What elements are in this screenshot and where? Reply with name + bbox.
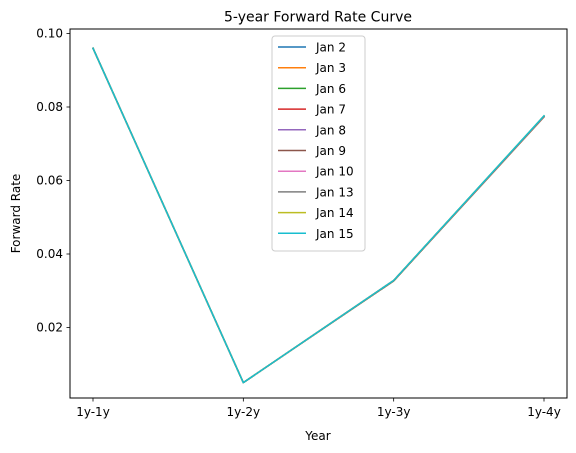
series-line-10 xyxy=(92,47,546,384)
series-layer xyxy=(92,47,546,384)
legend-label: Jan 15 xyxy=(315,227,354,241)
y-tick-label: 0.08 xyxy=(36,100,63,114)
plot-frame xyxy=(69,28,568,399)
y-tick-label: 0.02 xyxy=(36,321,63,335)
legend-label: Jan 6 xyxy=(315,82,346,96)
y-tick-label: 0.06 xyxy=(36,174,63,188)
legend-label: Jan 14 xyxy=(315,206,354,220)
x-tick-label: 1y-2y xyxy=(227,405,261,419)
legend-label: Jan 7 xyxy=(315,103,346,117)
chart-title: 5-year Forward Rate Curve xyxy=(224,10,412,26)
x-tick-label: 1y-4y xyxy=(527,405,561,419)
y-axis-label: Forward Rate xyxy=(9,174,23,254)
legend-label: Jan 9 xyxy=(315,144,346,158)
legend-box xyxy=(271,35,366,252)
x-tick-label: 1y-1y xyxy=(76,405,110,419)
legend: Jan 2 Jan 3 Jan 6 Jan 7 Jan 8 Jan 9 Jan 10 Jan … xyxy=(271,35,366,252)
x-axis-label: Year xyxy=(304,429,330,443)
legend-label: Jan 10 xyxy=(315,165,354,179)
ticks-layer: 1y-1y 1y-2y 1y-3y 1y-4y 0.02 0.04 0.06 0.08 0.10 xyxy=(36,27,561,419)
legend-label: Jan 2 xyxy=(315,41,346,55)
legend-label: Jan 8 xyxy=(315,123,346,137)
y-tick-label: 0.04 xyxy=(36,247,63,261)
legend-label: Jan 3 xyxy=(315,61,346,75)
y-tick-label: 0.10 xyxy=(36,27,63,41)
x-tick-label: 1y-3y xyxy=(377,405,411,419)
legend-label: Jan 13 xyxy=(315,185,354,199)
